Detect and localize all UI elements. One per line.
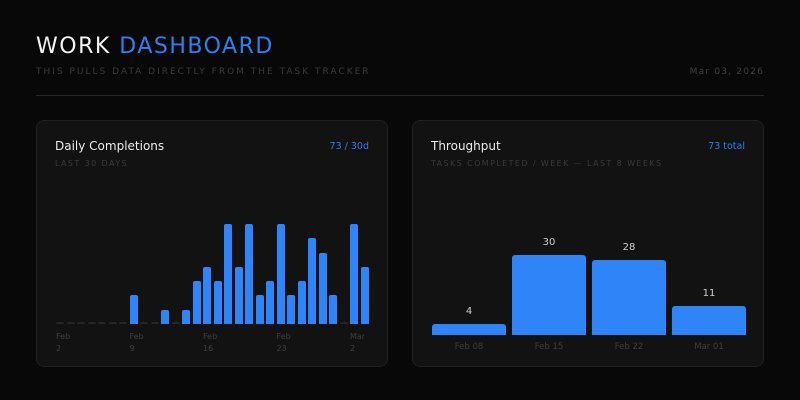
daily-bar — [171, 322, 180, 324]
daily-completions-title: Daily Completions — [55, 139, 165, 153]
header-divider — [36, 95, 764, 96]
throughput-bar — [432, 324, 506, 335]
daily-bar — [182, 310, 190, 324]
daily-bar — [266, 281, 274, 324]
daily-axis-label: Mar 2 — [350, 332, 366, 353]
daily-bar — [203, 267, 211, 324]
daily-bar — [245, 224, 253, 324]
throughput-value-label: 4 — [465, 306, 473, 317]
throughput-value-label: 11 — [702, 288, 716, 299]
daily-bar — [255, 295, 264, 324]
page-title: WORK DASHBOARD — [36, 34, 274, 59]
throughput-value-label: 30 — [542, 237, 556, 248]
page-title-accent: DASHBOARD — [119, 34, 274, 59]
daily-bar — [192, 281, 201, 324]
daily-bar — [119, 322, 127, 324]
throughput-subtitle: TASKS COMPLETED / WEEK — LAST 8 WEEKS — [431, 159, 663, 168]
current-date: Mar 03, 2026 — [689, 67, 764, 77]
daily-bar — [224, 224, 232, 324]
daily-bar — [329, 295, 337, 324]
daily-bar — [308, 238, 316, 324]
daily-bar — [66, 322, 75, 324]
throughput-card: Throughput 73 total TASKS COMPLETED / WE… — [412, 120, 764, 367]
throughput-axis-label: Feb 22 — [614, 342, 644, 352]
daily-bar — [77, 322, 85, 324]
daily-bar — [98, 322, 106, 324]
page-title-main: WORK — [36, 34, 111, 59]
daily-bar — [56, 322, 64, 324]
daily-bar — [360, 267, 369, 324]
throughput-title: Throughput — [431, 139, 501, 153]
daily-bar — [276, 224, 285, 324]
throughput-axis-label: Mar 01 — [694, 342, 724, 352]
daily-bar — [150, 322, 159, 324]
daily-bar — [87, 322, 96, 324]
daily-completions-subtitle: LAST 30 DAYS — [55, 159, 128, 168]
daily-completions-card: Daily Completions 73 / 30d LAST 30 DAYS … — [36, 120, 388, 367]
daily-bar — [129, 295, 138, 324]
daily-bar — [318, 253, 327, 324]
throughput-bar — [672, 306, 746, 335]
daily-bar — [213, 281, 222, 324]
throughput-value-label: 28 — [622, 242, 636, 253]
daily-axis-label: Feb 23 — [276, 332, 291, 353]
throughput-bar — [512, 255, 586, 335]
daily-bar — [287, 295, 295, 324]
daily-bar — [339, 322, 348, 324]
throughput-bar — [592, 260, 666, 335]
daily-bar — [350, 224, 358, 324]
daily-axis-label: Feb 9 — [129, 332, 144, 353]
throughput-axis-label: Feb 08 — [454, 342, 484, 352]
daily-bar — [234, 267, 243, 324]
daily-axis-label: Feb 2 — [56, 332, 71, 353]
daily-bar — [297, 281, 306, 324]
daily-completions-total-badge: 73 / 30d — [329, 141, 369, 152]
throughput-total-badge: 73 total — [708, 141, 745, 152]
page-subtitle: THIS PULLS DATA DIRECTLY FROM THE TASK T… — [36, 67, 371, 77]
throughput-axis-label: Feb 15 — [534, 342, 564, 352]
daily-axis-label: Feb 16 — [203, 332, 218, 353]
daily-bar — [108, 322, 117, 324]
daily-bar — [140, 322, 148, 324]
daily-bar — [161, 310, 169, 324]
